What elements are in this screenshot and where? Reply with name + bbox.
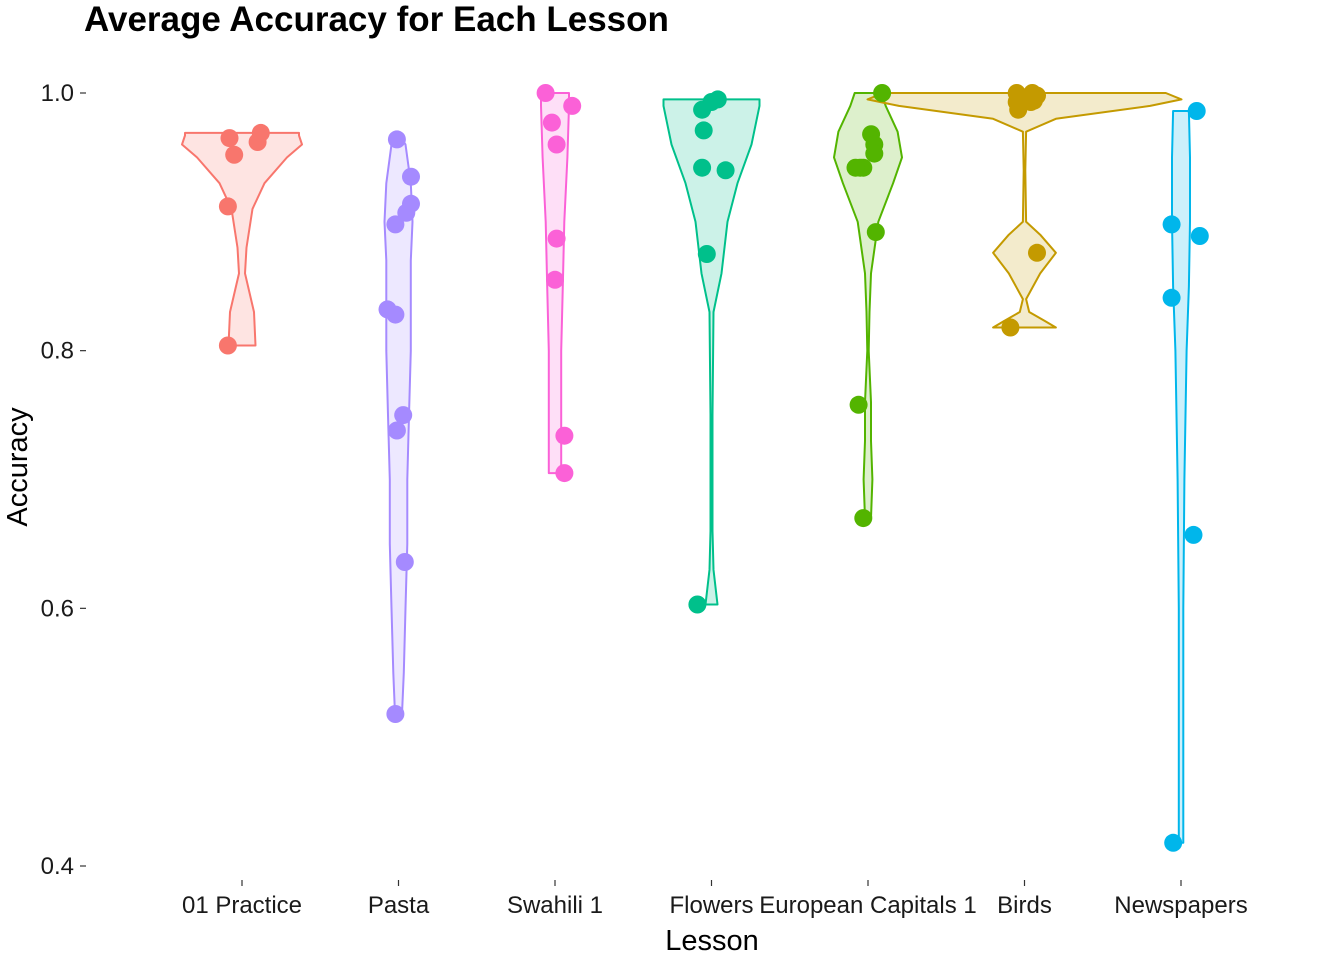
data-point [555, 464, 574, 483]
x-tick-label: 01 Practice [182, 892, 302, 919]
y-axis: 0.4 0.6 0.8 1.0 [41, 80, 86, 880]
data-point [536, 84, 555, 102]
data-point [1162, 288, 1181, 307]
data-point [697, 245, 716, 263]
data-point [397, 203, 416, 222]
y-tick-label: 0.8 [41, 338, 74, 365]
data-point [386, 215, 405, 234]
violin-layer [181, 92, 1191, 844]
x-tick-label: Pasta [368, 892, 430, 919]
data-point [387, 421, 406, 440]
violin-flowers [662, 98, 761, 606]
data-point [220, 129, 239, 148]
violin-birds [866, 92, 1183, 329]
data-point [1009, 100, 1028, 119]
data-point [218, 197, 237, 216]
x-tick-label: Birds [997, 892, 1052, 919]
data-point [225, 145, 244, 164]
data-point [251, 123, 270, 142]
data-point [218, 336, 237, 355]
data-point [546, 270, 564, 289]
violin-01-practice [181, 131, 303, 347]
data-point [865, 144, 884, 163]
data-point [1184, 525, 1203, 544]
y-axis-title: Accuracy [2, 407, 34, 527]
data-point [688, 595, 707, 614]
x-tick-label: Swahili 1 [507, 892, 603, 919]
data-point [1162, 215, 1181, 234]
data-point [555, 426, 574, 445]
data-point [547, 229, 566, 248]
data-point [1190, 227, 1209, 245]
data-point [1001, 318, 1020, 337]
y-tick-label: 0.4 [41, 853, 74, 880]
data-point [1164, 833, 1183, 852]
chart-title: Average Accuracy for Each Lesson [84, 0, 669, 39]
data-point [866, 223, 885, 242]
data-point [386, 705, 405, 723]
data-point [708, 90, 727, 109]
data-point [1028, 243, 1046, 262]
data-point [395, 553, 414, 571]
data-point [1187, 102, 1206, 120]
data-point [542, 113, 561, 132]
data-point [849, 395, 868, 414]
data-point [694, 121, 713, 140]
x-tick-label: Newspapers [1114, 892, 1247, 919]
data-point [402, 167, 420, 186]
data-point [387, 130, 406, 149]
data-point [394, 406, 413, 425]
x-axis-title: Lesson [665, 925, 759, 957]
x-tick-label: European Capitals 1 [759, 892, 976, 919]
point-layer [218, 84, 1209, 852]
violin-european-capitals-1 [833, 92, 903, 520]
data-point [386, 305, 405, 324]
data-point [693, 158, 712, 177]
data-point [873, 84, 892, 102]
x-tick-label: Flowers [669, 892, 753, 919]
data-point [547, 135, 566, 154]
x-axis: 01 Practice Pasta Swahili 1 Flowers European… [182, 880, 1248, 919]
data-point [854, 509, 873, 528]
data-point [563, 96, 582, 115]
y-tick-label: 1.0 [41, 80, 74, 107]
data-point [716, 161, 735, 180]
data-point [1024, 91, 1043, 110]
data-point [846, 158, 865, 177]
y-tick-label: 0.6 [41, 595, 74, 622]
